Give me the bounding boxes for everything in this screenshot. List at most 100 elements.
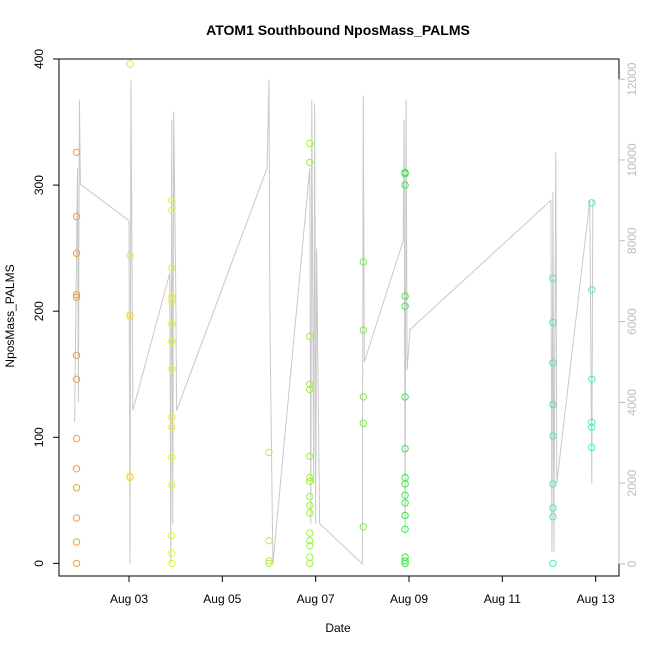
data-point — [72, 559, 81, 568]
points-layer — [72, 60, 596, 568]
data-point — [72, 538, 81, 546]
data-point — [168, 337, 176, 346]
x-tick-label: Aug 11 — [484, 592, 521, 606]
data-point — [401, 499, 409, 507]
data-point — [72, 249, 81, 257]
data-point — [168, 297, 176, 305]
data-point — [126, 252, 134, 260]
data-point — [168, 423, 176, 431]
data-point — [549, 504, 557, 512]
x-tick-label: Aug 09 — [390, 592, 428, 606]
data-point — [306, 332, 314, 341]
data-point — [265, 537, 273, 545]
data-point — [168, 531, 176, 540]
data-point — [72, 434, 81, 443]
data-point — [401, 444, 409, 453]
y-tick-label: 200 — [32, 301, 46, 321]
data-point — [306, 501, 314, 510]
altitude-line — [74, 79, 594, 566]
y-tick-label: 300 — [32, 175, 46, 195]
data-point — [401, 553, 409, 561]
data-point — [72, 514, 81, 522]
data-point — [549, 318, 557, 327]
data-point — [401, 473, 409, 482]
data-point — [168, 413, 176, 421]
data-point — [168, 320, 176, 328]
data-point — [168, 481, 176, 489]
y-axis-label: NposMass_PALMS — [3, 264, 17, 367]
data-point — [306, 537, 314, 545]
data-point — [306, 473, 314, 482]
data-point — [401, 302, 409, 310]
y2-tick-label: 4000 — [625, 389, 639, 416]
data-point — [168, 559, 176, 568]
x-tick-label: Aug 03 — [110, 592, 148, 606]
data-point — [126, 311, 134, 319]
data-point — [72, 484, 81, 492]
data-point — [401, 525, 409, 533]
data-point — [306, 542, 314, 550]
data-point — [359, 326, 367, 334]
data-point — [126, 472, 134, 481]
data-point — [588, 418, 596, 426]
data-point — [401, 393, 409, 401]
y2-tick-label: 12000 — [625, 62, 639, 96]
data-point — [359, 419, 367, 428]
data-point — [359, 523, 367, 531]
data-point — [72, 148, 81, 157]
data-point — [549, 480, 557, 488]
data-point — [306, 559, 314, 568]
data-point — [168, 453, 176, 462]
plot-area — [58, 58, 620, 577]
data-point — [168, 264, 176, 272]
y-tick-label: 0 — [32, 560, 46, 567]
data-point — [588, 375, 596, 383]
y-tick-label: 400 — [32, 49, 46, 69]
altitude-line-layer — [74, 79, 594, 566]
data-point — [306, 509, 314, 517]
data-point — [306, 553, 314, 561]
data-point — [401, 168, 409, 177]
data-point — [72, 291, 81, 299]
data-point — [401, 491, 409, 499]
data-point — [265, 559, 273, 568]
y2-axis: 0 2000 4000 6000 8000 10000 12000 — [618, 62, 639, 567]
data-point — [306, 492, 314, 501]
y2-tick-label: 6000 — [625, 308, 639, 335]
data-point — [306, 139, 314, 148]
data-point — [72, 293, 81, 301]
data-point — [306, 477, 314, 486]
data-point — [168, 365, 176, 373]
data-point — [401, 557, 409, 565]
data-point — [306, 452, 314, 460]
data-point — [306, 380, 314, 388]
data-point — [168, 549, 176, 557]
x-axis: Aug 03 Aug 05 Aug 07 Aug 09 Aug 11 Aug 13 — [110, 575, 615, 606]
data-point — [72, 465, 81, 473]
data-point — [549, 359, 557, 367]
y2-tick-label: 2000 — [625, 469, 639, 496]
y2-tick-label: 0 — [625, 560, 639, 567]
x-tick-label: Aug 05 — [203, 592, 241, 606]
data-point — [168, 206, 176, 215]
data-point — [168, 196, 176, 204]
y2-tick-label: 8000 — [625, 227, 639, 254]
data-point — [168, 292, 176, 300]
data-point — [588, 199, 596, 207]
data-point — [588, 286, 596, 294]
data-point — [588, 423, 596, 431]
data-point — [359, 393, 367, 401]
data-point — [72, 212, 81, 221]
data-point — [265, 448, 273, 457]
data-point — [549, 559, 557, 568]
x-tick-label: Aug 13 — [577, 592, 615, 606]
data-point — [549, 432, 557, 440]
data-point — [549, 400, 557, 409]
data-point — [549, 513, 557, 521]
data-point — [265, 557, 273, 565]
x-tick-label: Aug 07 — [297, 592, 335, 606]
x-axis-label: Date — [325, 621, 351, 635]
data-point — [588, 443, 596, 452]
y2-tick-label: 10000 — [625, 143, 639, 177]
data-point — [72, 375, 81, 383]
